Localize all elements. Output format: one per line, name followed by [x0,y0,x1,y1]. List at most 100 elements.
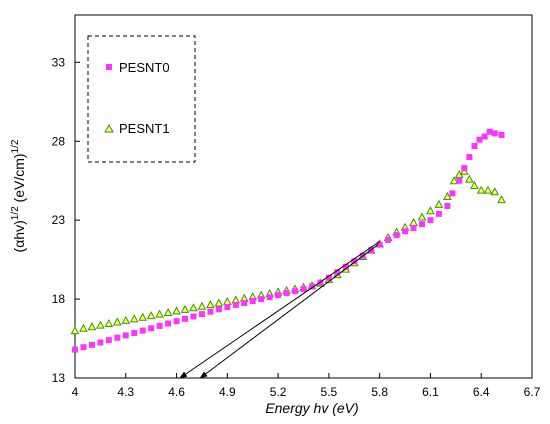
pesnt1-point [409,217,418,227]
pesnt0-point [258,296,265,303]
pesnt0-point [402,228,409,235]
pesnt0-point [471,142,478,149]
pesnt1-point [214,298,224,307]
pesnt1-point [121,315,131,324]
legend-label-pesnt0: PESNT0 [119,60,170,75]
x-tick-label: 4 [72,385,79,399]
pesnt1-point [129,314,139,323]
pesnt0-point [449,190,456,197]
pesnt1-point [449,176,459,185]
pesnt0-point [476,136,483,143]
pesnt0-point [334,269,341,276]
pesnt0-point [283,290,290,297]
pesnt0-point [461,165,468,172]
pesnt1-point [222,296,232,305]
pesnt0-point [232,301,239,308]
y-tick-label: 18 [52,292,66,306]
x-tick-label: 4.6 [168,385,185,399]
pesnt1-point [426,206,435,215]
pesnt1-point [476,185,486,194]
x-tick-label: 4.9 [219,385,236,399]
extrapolation-arrow [199,244,379,379]
pesnt0-point [435,210,442,217]
legend-marker-pesnt0 [106,64,112,70]
axis-ticks: 4 4.3 4.6 4.9 5.2 5.5 5.8 6.1 6.4 6.7 13 18 23 28 33 [52,55,541,399]
legend-label-pesnt1: PESNT1 [119,121,170,136]
pesnt0-point [131,330,138,337]
pesnt0-point [444,202,451,209]
pesnt1-point [497,195,506,204]
pesnt0-point [72,346,78,353]
pesnt1-point [197,301,207,310]
pesnt1-point [172,306,181,315]
pesnt0-point [88,341,95,348]
pesnt1-point [443,191,452,200]
pesnt0-point [80,344,87,351]
pesnt0-point [498,131,505,138]
pesnt0-point [418,221,425,228]
plot-area-frame [74,14,533,379]
pesnt1-point [231,295,241,304]
annotation-layer [179,241,380,379]
pesnt0-point [97,339,104,346]
y-tick-label: 33 [52,55,66,69]
pesnt0-point [139,327,146,334]
pesnt0-point [241,300,248,307]
pesnt1-point [104,318,114,328]
pesnt1-point [189,303,198,312]
pesnt0-point [466,154,473,161]
pesnt0-point [275,292,282,299]
pesnt0-point [385,236,392,243]
pesnt0-point [325,274,332,281]
pesnt1-point [87,322,97,331]
pesnt0-point [249,297,256,304]
pesnt0-point [198,311,205,318]
pesnt1-point [206,300,215,309]
y-axis-label: (αhv)1/2 (eV/cm)1/2 [10,139,27,252]
x-tick-label: 6.1 [422,385,439,399]
pesnt1-point [112,317,122,326]
pesnt1-point [470,180,479,189]
pesnt1-point [163,307,173,317]
pesnt0-point [114,334,121,341]
pesnt1-point [155,309,164,318]
pesnt0-point [165,320,172,327]
pesnt1-point [417,212,427,221]
pesnt1-point [146,311,156,320]
pesnt0-point [105,337,112,344]
pesnt0-point [393,232,400,239]
x-tick-label: 6.4 [473,385,490,399]
pesnt1-point [483,185,493,194]
pesnt1-point [70,326,80,335]
pesnt1-point [465,174,474,183]
pesnt0-point [122,332,129,339]
pesnt0-point [410,225,417,232]
pesnt0-point [486,128,493,135]
x-tick-label: 5.2 [270,385,287,399]
pesnt0-point [292,288,299,295]
pesnt1-point [434,199,444,208]
pesnt0-point [224,303,231,310]
pesnt0-point [148,325,155,332]
x-axis-label: Energy hv (eV) [265,400,358,416]
pesnt0-point [427,217,434,224]
legend: PESNT0 PESNT1 [87,35,196,163]
pesnt0-point [182,315,189,322]
pesnt0-point [351,258,358,265]
pesnt1-point [138,312,148,321]
pesnt0-point [308,283,315,290]
x-tick-label: 5.5 [321,385,338,399]
pesnt1-point [180,304,190,313]
pesnt1-point [490,187,500,196]
extrapolation-arrow [179,241,380,379]
pesnt0-point [156,322,163,329]
legend-frame [87,35,196,163]
legend-marker-pesnt1 [104,123,114,133]
pesnt0-point [376,241,383,248]
x-tick-label: 5.8 [371,385,388,399]
pesnt0-point [456,177,463,184]
pesnt0-point [342,263,349,270]
pesnt0-point [481,133,488,140]
x-tick-label: 6.7 [524,385,541,399]
